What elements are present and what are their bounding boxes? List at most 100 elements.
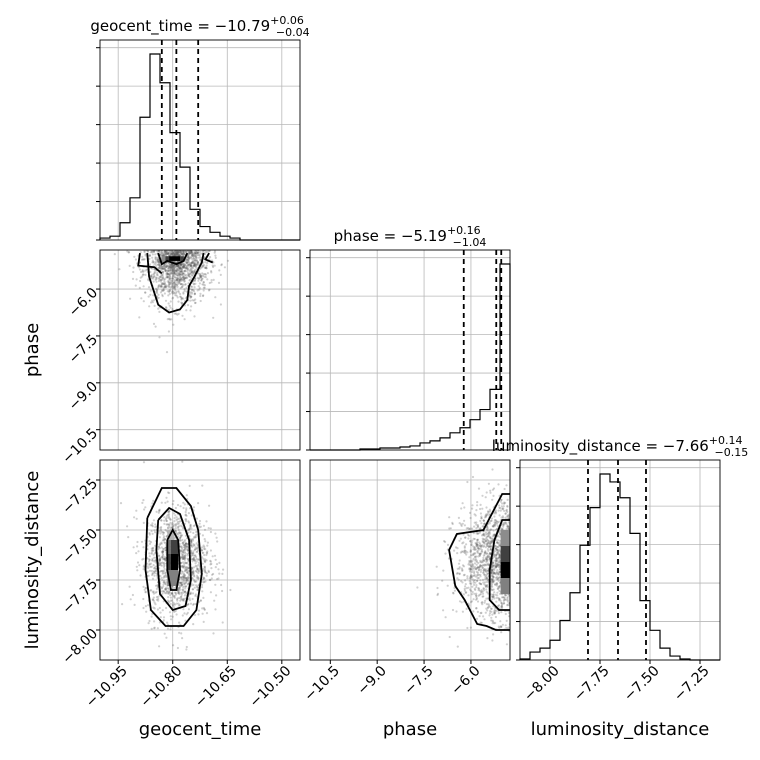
scatter-point — [469, 567, 472, 571]
scatter-point — [481, 590, 484, 593]
scatter-point — [499, 500, 502, 503]
scatter-point — [160, 587, 163, 590]
scatter-point — [192, 571, 195, 574]
scatter-point — [186, 567, 189, 570]
scatter-point — [454, 546, 458, 549]
scatter-point — [182, 291, 185, 294]
scatter-point — [167, 302, 170, 305]
scatter-point — [482, 519, 485, 522]
scatter-point — [155, 250, 158, 252]
scatter-point — [178, 254, 181, 257]
scatter-point — [146, 570, 149, 573]
scatter-point — [181, 286, 184, 289]
scatter-point — [161, 569, 165, 572]
scatter-point — [460, 567, 463, 570]
scatter-point — [186, 273, 190, 276]
scatter-point — [184, 546, 187, 549]
scatter-point — [161, 539, 164, 542]
scatter-point — [486, 544, 489, 548]
scatter-point — [496, 563, 499, 566]
scatter-point — [173, 254, 176, 257]
scatter-point — [161, 572, 164, 575]
scatter-point — [155, 590, 158, 593]
title-text: luminosity_distance = −7.66 — [492, 437, 709, 456]
scatter-point — [170, 266, 173, 269]
scatter-point — [478, 582, 481, 585]
scatter-point — [181, 564, 184, 568]
scatter-point — [505, 626, 508, 630]
scatter-point — [160, 519, 163, 522]
scatter-point — [494, 522, 497, 525]
scatter-point — [163, 581, 166, 584]
scatter-point — [194, 251, 197, 255]
scatter-point — [477, 487, 481, 490]
scatter-point — [202, 568, 205, 571]
scatter-point — [171, 277, 174, 280]
scatter-point — [500, 516, 503, 519]
scatter-point — [173, 270, 176, 273]
scatter-point — [474, 541, 477, 545]
scatter-point — [201, 551, 204, 554]
scatter-point — [178, 538, 181, 541]
scatter-point — [487, 510, 490, 514]
scatter-point — [172, 267, 175, 270]
scatter-point — [467, 586, 470, 589]
scatter-point — [163, 250, 166, 253]
scatter-point — [179, 576, 182, 579]
scatter-point — [154, 561, 157, 564]
scatter-point — [182, 549, 185, 552]
scatter-point — [458, 559, 461, 562]
scatter-point — [170, 269, 173, 272]
scatter-point — [495, 582, 498, 585]
scatter-point — [490, 580, 493, 583]
scatter-point — [206, 550, 209, 553]
scatter-point — [508, 612, 510, 615]
scatter-point — [166, 621, 169, 624]
scatter-point — [167, 308, 170, 312]
scatter-point — [157, 599, 160, 602]
scatter-point — [173, 281, 176, 284]
scatter-point — [195, 570, 198, 573]
scatter-point — [178, 254, 181, 257]
scatter-point — [154, 565, 157, 568]
scatter-point — [198, 254, 201, 257]
scatter-point — [506, 600, 509, 603]
scatter-point — [162, 549, 165, 552]
scatter-point — [180, 632, 183, 635]
scatter-point — [505, 643, 508, 646]
y-tick-label: −8.00 — [59, 626, 101, 668]
scatter-point — [477, 569, 480, 572]
scatter-point — [183, 279, 186, 282]
scatter-point — [493, 533, 496, 536]
scatter-point — [173, 252, 176, 255]
scatter-point — [181, 582, 184, 585]
scatter-point — [182, 591, 185, 594]
scatter-point — [186, 261, 189, 264]
scatter-point — [196, 567, 199, 570]
scatter-point — [479, 583, 483, 586]
scatter-point — [163, 286, 166, 289]
scatter-point — [162, 276, 165, 280]
scatter-point — [154, 568, 157, 571]
scatter-point — [473, 579, 476, 582]
scatter-point — [210, 562, 213, 565]
scatter-point — [158, 508, 161, 511]
scatter-point — [212, 572, 215, 576]
scatter-point — [169, 281, 172, 284]
scatter-point — [169, 278, 172, 281]
scatter-point — [161, 285, 164, 288]
scatter-point — [190, 266, 193, 269]
scatter-point — [140, 258, 144, 261]
scatter-point — [170, 526, 173, 529]
scatter-point — [182, 250, 185, 253]
scatter-point — [478, 615, 481, 618]
scatter-point — [166, 276, 169, 279]
scatter-point — [160, 501, 163, 504]
scatter-point — [172, 272, 175, 275]
scatter-point — [188, 262, 191, 265]
scatter-point — [158, 262, 161, 265]
scatter-point — [491, 585, 494, 588]
scatter-point — [151, 573, 154, 577]
scatter-point — [204, 266, 207, 269]
scatter-point — [157, 250, 160, 253]
